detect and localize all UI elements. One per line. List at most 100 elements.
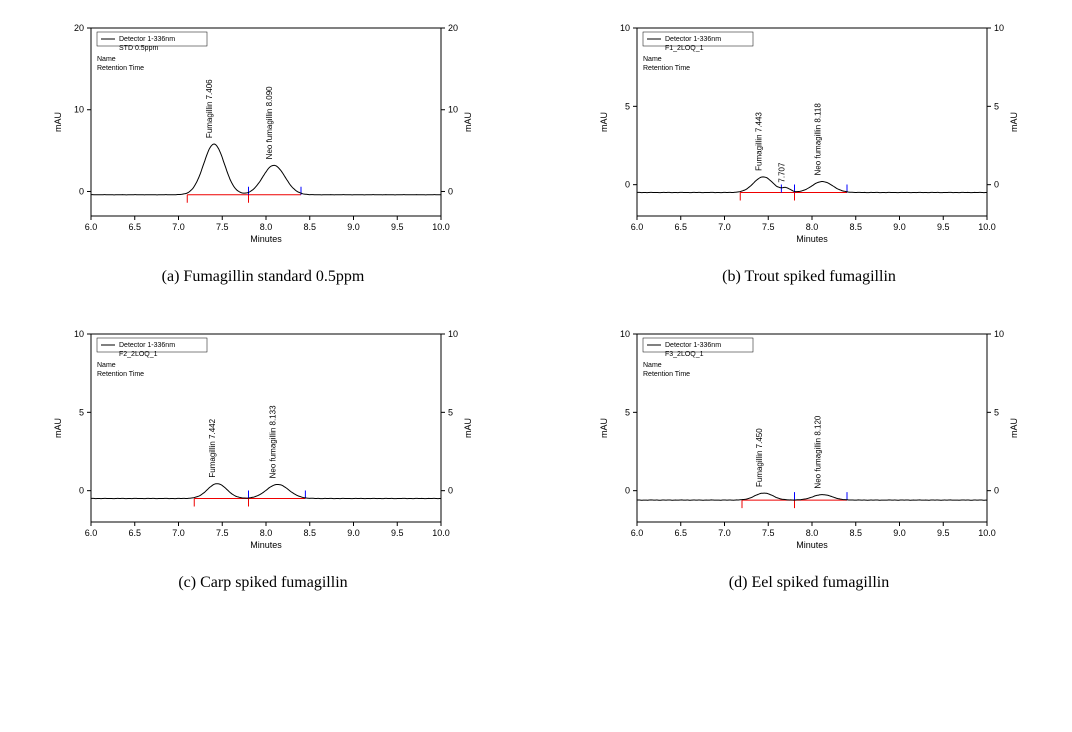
svg-text:7.0: 7.0 xyxy=(172,528,185,538)
panel-b: 6.06.57.07.58.08.59.09.510.0Minutes00551… xyxy=(566,20,1052,286)
y-axis-label-left: mAU xyxy=(53,112,63,132)
peak-label: Fumagillin 7.406 xyxy=(205,79,214,138)
svg-text:0: 0 xyxy=(994,486,999,496)
svg-text:5: 5 xyxy=(448,407,453,417)
peak-label: 7.707 xyxy=(777,162,786,183)
svg-text:5: 5 xyxy=(994,101,999,111)
svg-text:0: 0 xyxy=(448,186,453,196)
svg-text:5: 5 xyxy=(994,407,999,417)
y-axis-label-left: mAU xyxy=(599,112,609,132)
svg-text:8.5: 8.5 xyxy=(849,528,862,538)
svg-text:6.5: 6.5 xyxy=(128,222,141,232)
svg-text:0: 0 xyxy=(994,180,999,190)
svg-text:9.5: 9.5 xyxy=(937,222,950,232)
legend-sample: F1_2LOQ_1 xyxy=(665,45,704,52)
svg-text:7.0: 7.0 xyxy=(718,528,731,538)
panel-d: 6.06.57.07.58.08.59.09.510.0Minutes00551… xyxy=(566,326,1052,592)
peak-label: Fumagillin 7.443 xyxy=(754,112,763,171)
y-axis-label-right: mAU xyxy=(463,112,473,132)
svg-text:10: 10 xyxy=(74,105,84,115)
svg-text:9.0: 9.0 xyxy=(893,528,906,538)
panel-c: 6.06.57.07.58.08.59.09.510.0Minutes00551… xyxy=(20,326,506,592)
peak-label: Neo fumagillin 8.090 xyxy=(265,86,274,159)
legend-name: Name xyxy=(643,362,662,369)
svg-text:7.5: 7.5 xyxy=(216,528,229,538)
svg-text:7.5: 7.5 xyxy=(762,528,775,538)
panel-a: 6.06.57.07.58.08.59.09.510.0Minutes00101… xyxy=(20,20,506,286)
caption-b: (b) Trout spiked fumagillin xyxy=(722,268,896,286)
legend-detector: Detector 1-336nm xyxy=(665,36,721,43)
chromatogram-trace xyxy=(637,493,987,500)
peak-label: Neo fumagillin 8.118 xyxy=(813,103,822,176)
svg-text:10: 10 xyxy=(994,329,1004,339)
svg-text:0: 0 xyxy=(625,486,630,496)
svg-text:10: 10 xyxy=(74,329,84,339)
chromatogram-c: 6.06.57.07.58.08.59.09.510.0Minutes00551… xyxy=(43,326,483,556)
chart-area: 6.06.57.07.58.08.59.09.510.0Minutes00551… xyxy=(589,20,1029,250)
svg-text:9.0: 9.0 xyxy=(893,222,906,232)
svg-text:5: 5 xyxy=(79,407,84,417)
svg-text:10.0: 10.0 xyxy=(978,222,996,232)
svg-text:8.0: 8.0 xyxy=(806,222,819,232)
svg-text:6.0: 6.0 xyxy=(85,528,98,538)
svg-text:6.0: 6.0 xyxy=(631,222,644,232)
y-axis-label-left: mAU xyxy=(599,418,609,438)
legend-name: Name xyxy=(643,56,662,63)
svg-text:7.5: 7.5 xyxy=(762,222,775,232)
svg-text:6.5: 6.5 xyxy=(674,222,687,232)
legend-name: Name xyxy=(97,362,116,369)
svg-text:9.5: 9.5 xyxy=(391,222,404,232)
svg-text:10.0: 10.0 xyxy=(978,528,996,538)
legend-rt: Retention Time xyxy=(643,65,690,72)
legend-detector: Detector 1-336nm xyxy=(665,342,721,349)
svg-text:0: 0 xyxy=(448,486,453,496)
svg-text:8.0: 8.0 xyxy=(806,528,819,538)
peak-label: Neo fumagillin 8.120 xyxy=(814,415,823,488)
chromatogram-trace xyxy=(637,177,987,193)
svg-text:8.0: 8.0 xyxy=(260,528,273,538)
chart-area: 6.06.57.07.58.08.59.09.510.0Minutes00551… xyxy=(43,326,483,556)
svg-text:7.0: 7.0 xyxy=(718,222,731,232)
svg-text:6.0: 6.0 xyxy=(631,528,644,538)
svg-text:8.5: 8.5 xyxy=(849,222,862,232)
chart-area: 6.06.57.07.58.08.59.09.510.0Minutes00101… xyxy=(43,20,483,250)
legend-rt: Retention Time xyxy=(97,371,144,378)
svg-text:10.0: 10.0 xyxy=(432,222,450,232)
chart-area: 6.06.57.07.58.08.59.09.510.0Minutes00551… xyxy=(589,326,1029,556)
peak-label: Fumagillin 7.450 xyxy=(755,428,764,487)
svg-text:6.0: 6.0 xyxy=(85,222,98,232)
svg-text:8.0: 8.0 xyxy=(260,222,273,232)
svg-text:5: 5 xyxy=(625,101,630,111)
svg-text:8.5: 8.5 xyxy=(303,528,316,538)
svg-text:10.0: 10.0 xyxy=(432,528,450,538)
peak-label: Neo fumagillin 8.133 xyxy=(269,405,278,478)
y-axis-label-right: mAU xyxy=(463,418,473,438)
svg-text:7.0: 7.0 xyxy=(172,222,185,232)
legend-detector: Detector 1-336nm xyxy=(119,342,175,349)
legend-name: Name xyxy=(97,56,116,63)
svg-text:0: 0 xyxy=(79,186,84,196)
x-axis-label: Minutes xyxy=(796,234,828,244)
svg-text:9.0: 9.0 xyxy=(347,222,360,232)
legend-rt: Retention Time xyxy=(643,371,690,378)
legend-sample: STD 0.5ppm xyxy=(119,45,158,52)
chromatogram-d: 6.06.57.07.58.08.59.09.510.0Minutes00551… xyxy=(589,326,1029,556)
x-axis-label: Minutes xyxy=(250,540,282,550)
y-axis-label-right: mAU xyxy=(1009,112,1019,132)
svg-text:9.5: 9.5 xyxy=(391,528,404,538)
peak-label: Fumagillin 7.442 xyxy=(208,418,217,477)
svg-text:9.0: 9.0 xyxy=(347,528,360,538)
legend-sample: F3_2LOQ_1 xyxy=(665,351,704,358)
svg-text:10: 10 xyxy=(994,23,1004,33)
y-axis-label-left: mAU xyxy=(53,418,63,438)
svg-text:6.5: 6.5 xyxy=(128,528,141,538)
chromatogram-trace xyxy=(91,484,441,499)
svg-text:10: 10 xyxy=(620,23,630,33)
x-axis-label: Minutes xyxy=(250,234,282,244)
svg-text:20: 20 xyxy=(74,23,84,33)
svg-text:8.5: 8.5 xyxy=(303,222,316,232)
chromatogram-a: 6.06.57.07.58.08.59.09.510.0Minutes00101… xyxy=(43,20,483,250)
caption-c: (c) Carp spiked fumagillin xyxy=(178,574,347,592)
svg-text:10: 10 xyxy=(620,329,630,339)
x-axis-label: Minutes xyxy=(796,540,828,550)
